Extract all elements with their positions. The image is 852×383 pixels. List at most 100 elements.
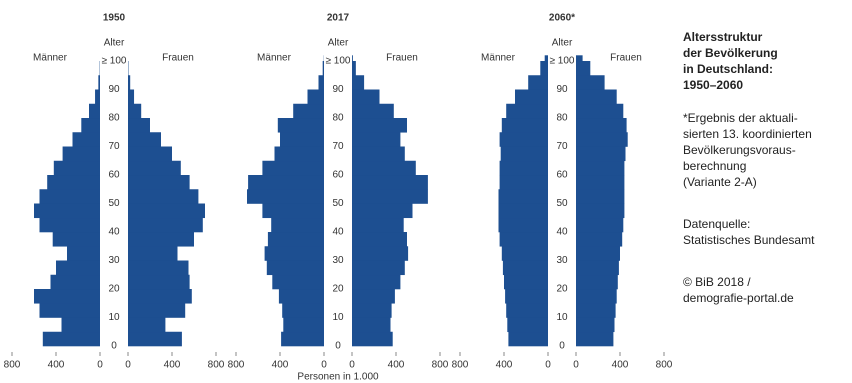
population-bar [128,160,181,176]
series-label: Männer [257,53,292,64]
population-bar [352,203,413,219]
population-bar [576,260,619,276]
y-tick-label: ≥ 100 [102,56,127,67]
population-bar [528,75,548,90]
x-tick-label: 400 [48,360,65,371]
y-axis-label: Alter [552,38,573,49]
population-bar [128,175,190,190]
population-bar [89,103,100,119]
population-bar [499,175,548,190]
y-tick-label: 50 [108,198,120,209]
population-bar [540,61,548,76]
population-bar [52,232,100,247]
population-bar [61,317,100,333]
population-bar [498,203,548,219]
sidebar-copyright: © BiB 2018 / [683,275,751,289]
x-tick-label: 400 [272,360,289,371]
population-bar [262,160,324,176]
population-bar [128,246,178,261]
population-bar [508,331,548,347]
population-bar [62,146,100,162]
population-bar [352,303,392,318]
population-bar [39,303,100,318]
population-bar [128,303,186,318]
population-bar [34,203,100,219]
population-bar [322,61,324,76]
population-bar [576,203,625,219]
population-bar [293,103,324,119]
x-tick-label: 800 [432,360,449,371]
panel-title: 2017 [327,13,350,24]
population-bar [128,331,182,347]
population-bar [576,89,617,105]
y-tick-label: 0 [335,341,341,352]
population-bar [352,217,404,233]
population-bar [50,274,100,290]
sidebar-source: Datenquelle: [683,217,750,231]
series-label: Männer [33,53,68,64]
population-bar [56,260,100,276]
y-tick-label: ≥ 100 [550,56,575,67]
population-bar [39,217,100,233]
population-bar [352,189,428,204]
population-bar [352,89,380,105]
population-bar [81,118,100,133]
y-tick-label: 90 [108,84,120,95]
y-tick-label: 60 [108,170,120,181]
population-bar [576,331,614,347]
population-bar [318,75,324,90]
y-tick-label: 20 [556,284,568,295]
population-bar [280,132,324,147]
y-tick-label: 0 [559,341,565,352]
population-bar [272,274,324,290]
x-tick-label: 400 [612,360,629,371]
population-bar [544,55,548,62]
y-tick-label: 0 [111,341,117,352]
y-tick-label: 90 [556,84,568,95]
population-bar [576,217,624,233]
sidebar-footnote: Bevölkerungsvoraus- [683,143,796,157]
population-bar [501,246,548,261]
population-bar [515,89,548,105]
population-bar [277,118,324,133]
y-tick-label: 40 [556,227,568,238]
population-bar [128,189,199,204]
population-bar [499,232,548,247]
population-bar [278,289,324,304]
y-tick-label: 50 [556,198,568,209]
population-bar [281,331,324,347]
population-bar [128,289,192,304]
population-bar [506,303,548,318]
x-tick-label: 0 [545,360,551,371]
y-tick-label: 40 [108,227,120,238]
population-bar [271,217,324,233]
y-tick-label: 50 [332,198,344,209]
x-tick-label: 0 [349,360,355,371]
population-bar [576,61,591,76]
population-bar [501,118,548,133]
population-bar [505,289,548,304]
population-bar [274,146,324,162]
population-bar [352,146,405,162]
x-tick-label: 400 [388,360,405,371]
y-axis-label: Alter [328,38,349,49]
population-bar [576,189,625,204]
population-bar [95,89,100,105]
y-tick-label: 70 [108,141,120,152]
y-tick-label: 20 [108,284,120,295]
x-tick-label: 400 [164,360,181,371]
y-tick-label: 40 [332,227,344,238]
population-bar [266,260,324,276]
sidebar-copyright: demografie-portal.de [683,291,794,305]
population-bar [128,217,203,233]
population-bar [352,232,407,247]
population-bar [128,103,142,119]
population-bar [128,146,172,162]
sidebar-footnote: berechnung [683,159,746,173]
population-bar [502,260,548,276]
x-tick-label: 800 [452,360,469,371]
population-bar [576,274,618,290]
population-bar [128,274,190,290]
sidebar-title: der Bevölkerung [683,46,778,60]
x-tick-label: 800 [656,360,673,371]
